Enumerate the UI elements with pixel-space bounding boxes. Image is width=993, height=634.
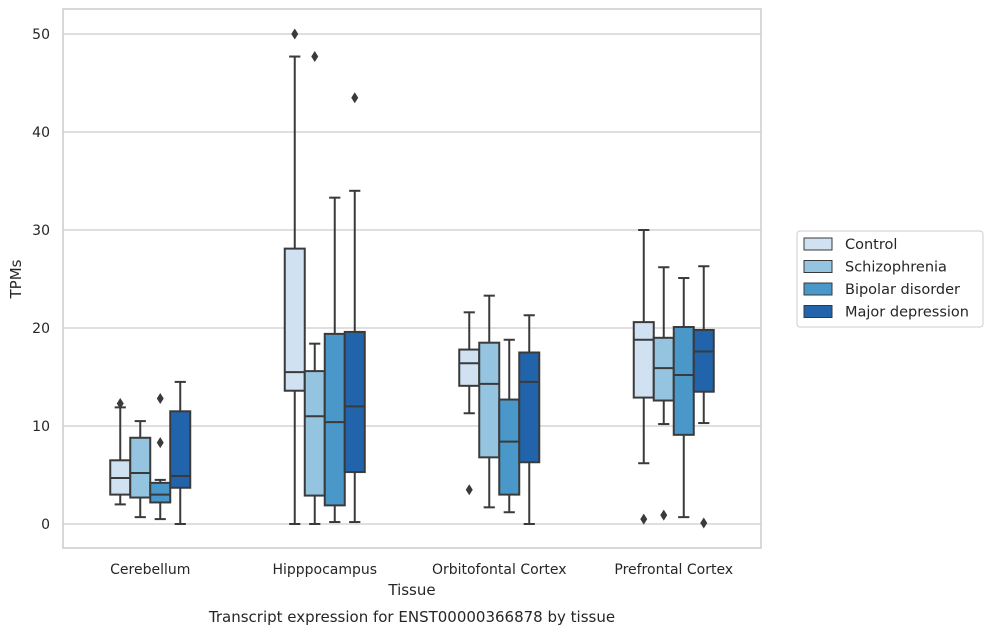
outlier-point bbox=[351, 92, 359, 104]
box-major-depression bbox=[343, 92, 366, 524]
box-major-depression bbox=[518, 314, 541, 525]
box-body bbox=[283, 247, 306, 392]
box-schizophrenia bbox=[478, 294, 501, 509]
box-body bbox=[303, 370, 326, 497]
x-tick-label: Cerebellum bbox=[110, 562, 190, 578]
legend: Control Schizophrenia Bipolar disorder Majo… bbox=[796, 230, 984, 328]
x-tick-labels: Cerebellum Hipppocampus Orbitofontal Corte… bbox=[110, 562, 733, 578]
box-control bbox=[109, 397, 132, 506]
y-tick-label: 0 bbox=[41, 517, 50, 533]
box-body bbox=[129, 436, 152, 499]
box-body bbox=[632, 321, 655, 399]
chart-caption: Transcript expression for ENST0000036687… bbox=[208, 608, 615, 626]
legend-swatch bbox=[803, 237, 833, 251]
box-bipolar-disorder bbox=[149, 393, 172, 521]
outlier-point bbox=[291, 28, 299, 40]
legend-swatch bbox=[803, 282, 833, 296]
legend-frame bbox=[796, 230, 984, 328]
y-axis-label: TPMs bbox=[7, 259, 25, 299]
box-bipolar-disorder bbox=[498, 338, 521, 514]
box-body bbox=[149, 481, 172, 504]
box-body bbox=[498, 398, 521, 496]
outlier-point bbox=[640, 513, 648, 525]
outlier-point bbox=[156, 393, 164, 405]
outlier-point bbox=[465, 484, 473, 496]
x-axis-label: Tissue bbox=[387, 581, 435, 599]
box-body bbox=[692, 328, 715, 393]
box-body bbox=[672, 326, 695, 436]
plot-area bbox=[63, 9, 761, 548]
box-body bbox=[458, 348, 481, 387]
y-tick-label: 50 bbox=[32, 27, 50, 43]
box-body bbox=[343, 330, 366, 474]
box-control bbox=[283, 28, 306, 525]
outlier-point bbox=[116, 397, 124, 409]
legend-swatch bbox=[803, 305, 833, 318]
box-schizophrenia bbox=[129, 420, 152, 519]
legend-swatch bbox=[803, 260, 833, 273]
legend-label: Bipolar disorder bbox=[845, 282, 960, 298]
box-body bbox=[169, 410, 192, 489]
outlier-point bbox=[156, 437, 164, 449]
box-bipolar-disorder bbox=[323, 196, 346, 524]
legend-label: Major depression bbox=[845, 305, 969, 321]
legend-label: Control bbox=[845, 237, 897, 253]
outlier-point bbox=[700, 517, 708, 529]
outlier-point bbox=[660, 509, 668, 521]
box-control bbox=[458, 311, 481, 496]
box-body bbox=[518, 351, 541, 464]
y-tick-label: 10 bbox=[32, 419, 50, 435]
box-body bbox=[323, 332, 346, 507]
box-major-depression bbox=[169, 380, 192, 525]
box-body bbox=[478, 341, 501, 459]
box-schizophrenia bbox=[303, 51, 326, 525]
x-tick-label: Hipppocampus bbox=[272, 562, 377, 578]
outlier-point bbox=[311, 51, 319, 63]
x-tick-label: Orbitofontal Cortex bbox=[432, 562, 567, 578]
plot-frame bbox=[62, 8, 762, 549]
box-major-depression bbox=[692, 265, 715, 529]
x-tick-label: Prefrontal Cortex bbox=[614, 562, 733, 578]
boxes bbox=[109, 28, 715, 529]
y-tick-label: 20 bbox=[32, 321, 50, 337]
y-tick-labels: 0 10 20 30 40 50 bbox=[32, 27, 50, 533]
box-schizophrenia bbox=[652, 266, 675, 521]
y-tick-label: 30 bbox=[32, 223, 50, 239]
y-tick-label: 40 bbox=[32, 125, 50, 141]
legend-label: Schizophrenia bbox=[845, 260, 947, 276]
